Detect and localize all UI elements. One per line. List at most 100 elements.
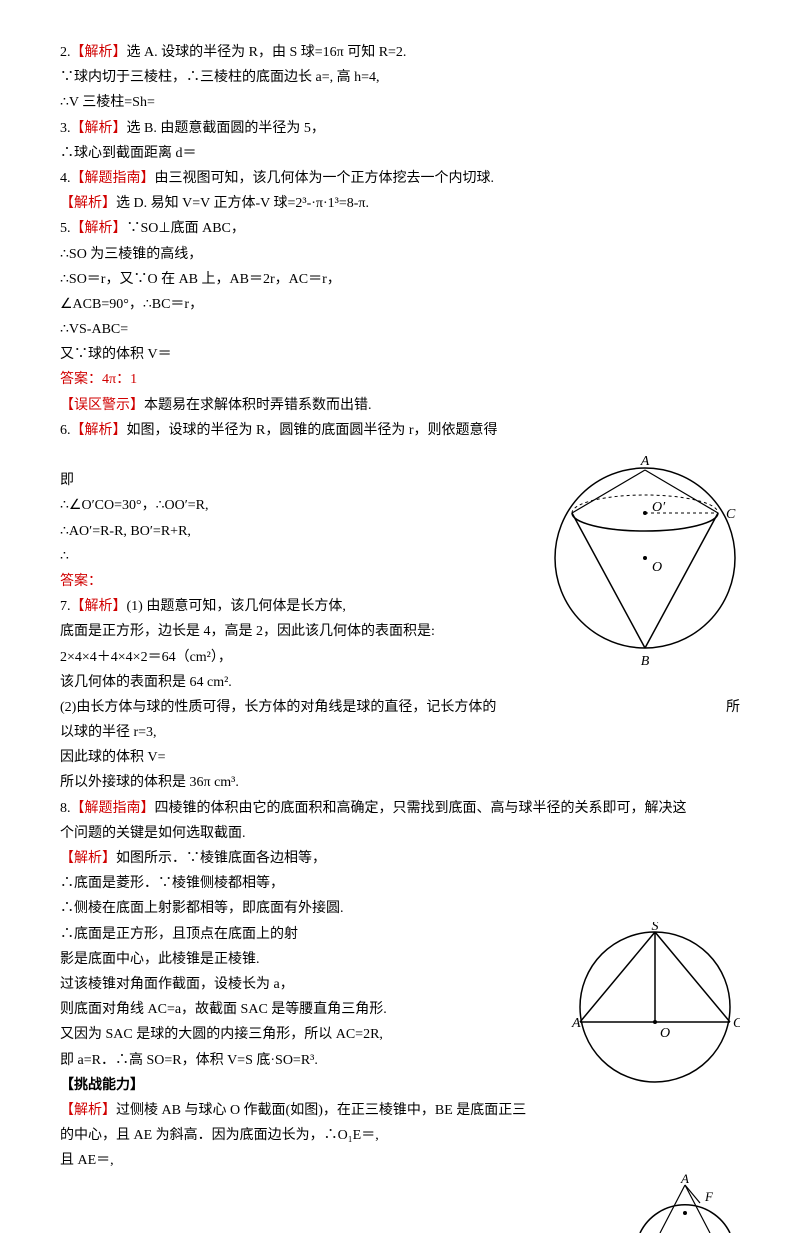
body-text: ∴SO＝r，又∵O 在 AB 上，AB＝2r，AC＝r，: [60, 267, 740, 292]
body-text: 【解析】过侧棱 AB 与球心 O 作截面(如图)，在正三棱锥中，BE 是底面正三: [60, 1098, 740, 1123]
text: ∴球心到截面距离 d＝: [60, 146, 197, 161]
tag-guide: 【解题指南】: [71, 801, 155, 816]
text: ∴底面是正方形，且顶点在底面上的射: [60, 927, 298, 942]
tag-analysis: 【解析】: [60, 1103, 116, 1118]
text: ∴V 三棱柱=Sh=: [60, 95, 155, 110]
body-text: 的中心，且 AE 为斜高．因为底面边长为，∴O₁E＝,: [60, 1123, 740, 1148]
label-A: A: [640, 454, 650, 469]
num: 2.: [60, 45, 71, 60]
text: 又因为 SAC 是球的大圆的内接三角形，所以 AC=2R,: [60, 1027, 383, 1042]
solution-5: 5.【解析】∵SO⊥底面 ABC，: [60, 216, 740, 241]
text: 由三视图可知，该几何体为一个正方体挖去一个内切球.: [155, 171, 495, 186]
text: 答案：: [60, 574, 102, 589]
body-text: 【解析】如图所示．∵棱锥底面各边相等，: [60, 846, 740, 871]
num: 3.: [60, 121, 71, 136]
diagram-triangle-in-circle: S A C O: [570, 922, 740, 1101]
text: 选 A. 设球的半径为 R，由 S 球=16π 可知 R=2.: [127, 45, 407, 60]
solution-4: 4.【解题指南】由三视图可知，该几何体为一个正方体挖去一个内切球.: [60, 166, 740, 191]
text: 该几何体的表面积是 64 cm².: [60, 675, 232, 690]
text: 所以外接球的体积是 36π cm³.: [60, 775, 239, 790]
text: 又∵球的体积 V＝: [60, 347, 172, 362]
tag-analysis: 【解析】: [60, 851, 116, 866]
text: ∴SO 为三棱锥的高线，: [60, 247, 202, 262]
diagram-partial-bottom: A F: [630, 1173, 740, 1242]
text: ∴VS-ABC=: [60, 322, 128, 337]
body-text: ∴底面是菱形．∵棱锥侧棱都相等，: [60, 871, 740, 896]
text: 选 D. 易知 V=V 正方体-V 球=2³-·π·1³=8-π.: [116, 196, 369, 211]
text: 过侧棱 AB 与球心 O 作截面(如图)，在正三棱锥中，BE 是底面正三: [116, 1103, 526, 1118]
label-C: C: [733, 1016, 740, 1031]
solution-3: 3.【解析】选 B. 由题意截面圆的半径为 5，: [60, 116, 740, 141]
text: ∵球内切于三棱柱，∴三棱柱的底面边长 a=, 高 h=4,: [60, 70, 380, 85]
label-O: O: [652, 560, 662, 575]
text: 选 B. 由题意截面圆的半径为 5，: [127, 121, 325, 136]
text: 【挑战能力】: [60, 1078, 144, 1093]
body-text: ∵球内切于三棱柱，∴三棱柱的底面边长 a=, 高 h=4,: [60, 65, 740, 90]
num: 5.: [60, 221, 71, 236]
body-text: ∴V 三棱柱=Sh=: [60, 90, 740, 115]
warning: 【误区警示】本题易在求解体积时弄错系数而出错.: [60, 393, 740, 418]
text: ∠ACB=90°，∴BC＝r，: [60, 297, 203, 312]
label-Oprime: O′: [652, 500, 666, 515]
body-text: 所以外接球的体积是 36π cm³.: [60, 770, 740, 795]
num: 8.: [60, 801, 71, 816]
tag-analysis: 【解析】: [71, 45, 127, 60]
text: 2×4×4＋4×4×2＝64（cm²），: [60, 650, 232, 665]
text: ∴: [60, 549, 69, 564]
tag-analysis: 【解析】: [71, 121, 127, 136]
text: ∴SO＝r，又∵O 在 AB 上，AB＝2r，AC＝r，: [60, 272, 341, 287]
label-F: F: [704, 1189, 714, 1204]
text: 如图，设球的半径为 R，圆锥的底面圆半径为 r，则依题意得: [127, 423, 498, 438]
text: (1) 由题意可知，该几何体是长方体,: [127, 599, 346, 614]
text: 且 AE＝,: [60, 1153, 114, 1168]
text: 底面是正方形，边长是 4，高是 2，因此该几何体的表面积是:: [60, 624, 435, 639]
text: ∴底面是菱形．∵棱锥侧棱都相等，: [60, 876, 284, 891]
text: 本题易在求解体积时弄错系数而出错.: [144, 398, 372, 413]
tag-warning: 【误区警示】: [60, 398, 144, 413]
tag-analysis: 【解析】: [60, 196, 116, 211]
text: 则底面对角线 AC=a，故截面 SAC 是等腰直角三角形.: [60, 1002, 387, 1017]
body-text: 以球的半径 r=3,: [60, 720, 740, 745]
text: 个问题的关键是如何选取截面.: [60, 826, 246, 841]
text: 的中心，且 AE 为斜高．因为底面边长为，∴O₁E＝,: [60, 1128, 379, 1143]
label-A: A: [571, 1016, 581, 1031]
body-text: ∠ACB=90°，∴BC＝r，: [60, 292, 740, 317]
body-text: ∴SO 为三棱锥的高线，: [60, 242, 740, 267]
text: 即: [60, 473, 74, 488]
body-text: 个问题的关键是如何选取截面.: [60, 821, 740, 846]
label-O: O: [660, 1026, 670, 1041]
body-text: ∴球心到截面距离 d＝: [60, 141, 740, 166]
text: 影是底面中心，此棱锥是正棱锥.: [60, 952, 260, 967]
solution-8: 8.【解题指南】四棱锥的体积由它的底面积和高确定，只需找到底面、高与球半径的关系…: [60, 796, 740, 821]
tag-analysis: 【解析】: [71, 221, 127, 236]
text: 四棱锥的体积由它的底面积和高确定，只需找到底面、高与球半径的关系即可，解决这: [155, 801, 687, 816]
text: ∴侧棱在底面上射影都相等，即底面有外接圆.: [60, 901, 344, 916]
num: 4.: [60, 171, 71, 186]
body-text: (2)由长方体与球的性质可得，长方体的对角线是球的直径，记长方体的 所: [60, 695, 740, 720]
label-C: C: [726, 507, 736, 522]
body-text: 【解析】选 D. 易知 V=V 正方体-V 球=2³-·π·1³=8-π.: [60, 191, 740, 216]
answer: 答案：4π：1: [60, 367, 740, 392]
num: 6.: [60, 423, 71, 438]
text: (2)由长方体与球的性质可得，长方体的对角线是球的直径，记长方体的: [60, 695, 496, 720]
solution-2: 2.【解析】选 A. 设球的半径为 R，由 S 球=16π 可知 R=2.: [60, 40, 740, 65]
text: 如图所示．∵棱锥底面各边相等，: [116, 851, 326, 866]
text: 以球的半径 r=3,: [60, 725, 157, 740]
label-A: A: [680, 1173, 689, 1186]
tag-analysis: 【解析】: [71, 423, 127, 438]
text: 答案：4π：1: [60, 372, 137, 387]
tag-analysis: 【解析】: [71, 599, 127, 614]
diagram-cone-in-sphere: A B C O′ O: [550, 443, 740, 682]
text: ∴∠O′CO=30°，∴OO′=R,: [60, 498, 209, 513]
text: 所: [726, 695, 740, 720]
text: 因此球的体积 V=: [60, 750, 166, 765]
label-S: S: [652, 922, 659, 934]
body-text: ∴侧棱在底面上射影都相等，即底面有外接圆.: [60, 896, 740, 921]
body-text: ∴VS-ABC=: [60, 317, 740, 342]
tag-guide: 【解题指南】: [71, 171, 155, 186]
body-text: 因此球的体积 V=: [60, 745, 740, 770]
body-text: 又∵球的体积 V＝: [60, 342, 740, 367]
solution-6: 6.【解析】如图，设球的半径为 R，圆锥的底面圆半径为 r，则依题意得: [60, 418, 740, 443]
body-text: 且 AE＝,: [60, 1148, 740, 1173]
num: 7.: [60, 599, 71, 614]
